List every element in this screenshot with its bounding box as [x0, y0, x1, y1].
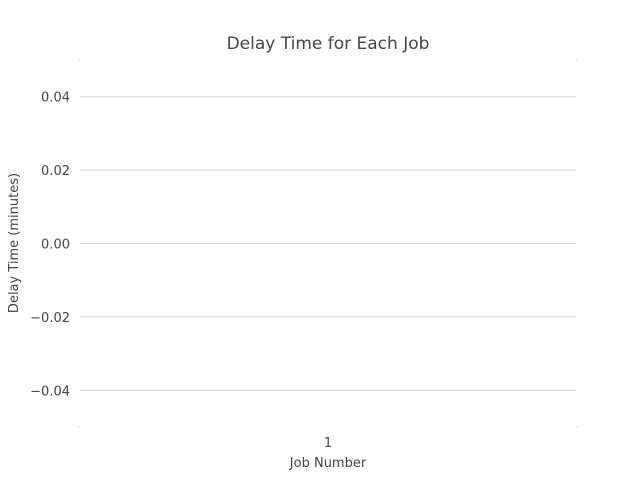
plot-background: [78, 59, 578, 428]
y-gridlines: [80, 96, 576, 391]
y-axis-label: Delay Time (minutes): [7, 173, 22, 313]
y-tick-labels: 0.04 0.02 0.00 −0.02 −0.04: [30, 91, 70, 400]
x-axis-label: Job Number: [289, 456, 367, 471]
y-tick-label: −0.04: [30, 384, 70, 399]
chart-title: Delay Time for Each Job: [227, 34, 430, 54]
y-tick-label: 0.04: [41, 91, 70, 106]
x-tick-labels: 1: [324, 436, 332, 451]
y-tick-label: −0.02: [30, 311, 70, 326]
y-tick-label: 0.00: [41, 238, 70, 253]
x-tick-label: 1: [324, 436, 332, 451]
y-tick-label: 0.02: [41, 164, 70, 179]
